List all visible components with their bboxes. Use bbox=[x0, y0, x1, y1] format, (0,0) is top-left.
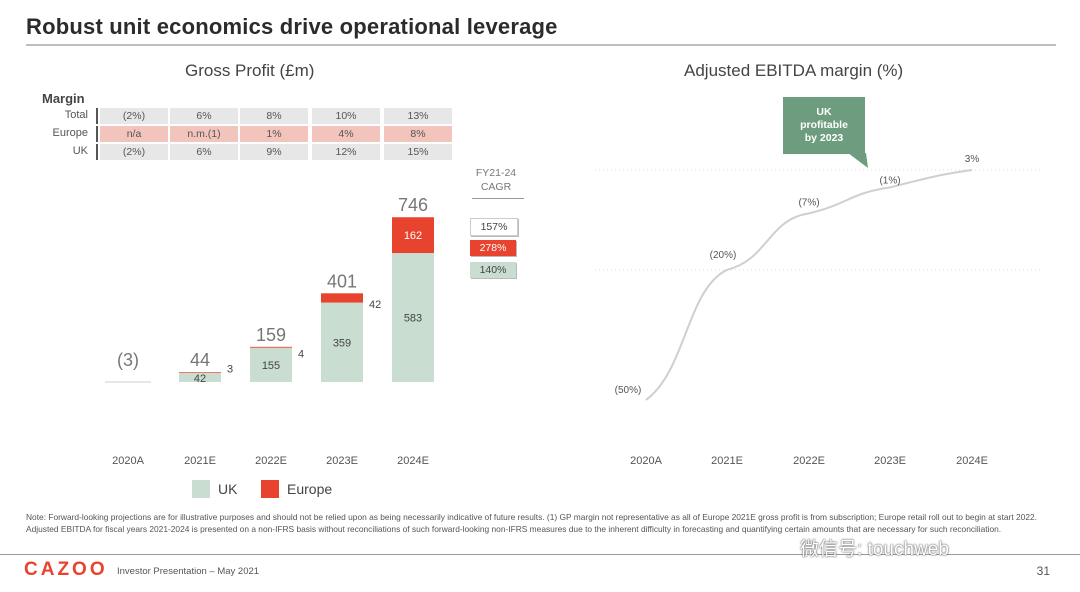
bar-uk-value: 155 bbox=[262, 360, 280, 372]
margin-cell-europe: n/a bbox=[100, 126, 168, 142]
ebitda-x-tick: 2022E bbox=[793, 455, 825, 467]
margin-cell-uk: 12% bbox=[312, 144, 380, 160]
margin-row-marker bbox=[96, 126, 98, 142]
bar-uk-2021E bbox=[179, 372, 221, 382]
margin-cell-total: 10% bbox=[312, 108, 380, 124]
callout-line2: profitable bbox=[800, 119, 848, 131]
ebitda-point-label: (7%) bbox=[798, 197, 819, 208]
margin-row-marker bbox=[96, 108, 98, 124]
callout-pointer bbox=[848, 153, 868, 168]
bar-europe-2022E bbox=[250, 346, 292, 348]
watermark: 微信号: touchweb bbox=[800, 539, 949, 560]
bar-europe-value: 4 bbox=[298, 348, 304, 360]
cagr-divider bbox=[472, 198, 524, 199]
uk-profitable-callout: UK profitable by 2023 bbox=[783, 97, 865, 154]
margin-cell-europe: 1% bbox=[240, 126, 308, 142]
bar-europe-value: 42 bbox=[369, 299, 381, 311]
bar-x-tick: 2022E bbox=[255, 455, 287, 467]
bar-total-label: 401 bbox=[327, 271, 357, 291]
bar-x-tick: 2024E bbox=[397, 455, 429, 467]
bar-europe-value: 162 bbox=[404, 230, 422, 242]
bar-x-tick: 2021E bbox=[184, 455, 216, 467]
legend-europe-label: Europe bbox=[287, 481, 333, 497]
ebitda-x-tick: 2023E bbox=[874, 455, 906, 467]
gross-profit-chart-title: Gross Profit (£m) bbox=[185, 61, 315, 80]
ebitda-point-label: 3% bbox=[965, 154, 980, 165]
margin-cell-total: 13% bbox=[384, 108, 452, 124]
bar-uk-value: 583 bbox=[404, 313, 422, 325]
bar-total-label: 44 bbox=[190, 350, 210, 370]
bar-europe-2023E bbox=[321, 293, 363, 303]
margin-cell-europe: n.m.(1) bbox=[170, 126, 238, 142]
ebitda-point-label: (50%) bbox=[615, 385, 642, 396]
cagr-header-line1: FY21-24 bbox=[475, 167, 517, 179]
margin-row-label-europe: Europe bbox=[52, 127, 88, 139]
footnote: Note: Forward-looking projections are fo… bbox=[26, 512, 1037, 534]
bar-total-label: (3) bbox=[117, 350, 139, 370]
cazoo-logo: CAZOO bbox=[24, 559, 108, 580]
margin-cell-europe: 4% bbox=[312, 126, 380, 142]
bar-x-tick: 2023E bbox=[326, 455, 358, 467]
footer-subtitle: Investor Presentation – May 2021 bbox=[117, 566, 260, 577]
margin-row-label-total: Total bbox=[64, 109, 88, 121]
title-divider bbox=[26, 44, 1056, 46]
margin-cell-europe: 8% bbox=[384, 126, 452, 142]
margin-cell-uk: (2%) bbox=[100, 144, 168, 160]
ebitda-line bbox=[645, 169, 973, 401]
ebitda-chart-title: Adjusted EBITDA margin (%) bbox=[684, 61, 904, 80]
bar-europe-2021E bbox=[179, 372, 221, 373]
ebitda-point-label: (1%) bbox=[879, 175, 900, 186]
ebitda-x-tick: 2024E bbox=[956, 455, 988, 467]
cagr-uk: 140% bbox=[470, 262, 516, 278]
margin-row-label-uk: UK bbox=[72, 145, 88, 157]
bar-europe-2024E bbox=[392, 217, 434, 254]
ebitda-x-tick: 2021E bbox=[711, 455, 743, 467]
bar-uk-value: 42 bbox=[194, 373, 206, 385]
page-title: Robust unit economics drive operational … bbox=[26, 14, 558, 39]
bar-uk-2022E bbox=[250, 347, 292, 382]
margin-cell-total: 8% bbox=[240, 108, 308, 124]
cagr-total: 157% bbox=[470, 218, 518, 236]
legend-uk-label: UK bbox=[218, 481, 238, 497]
margin-row-marker bbox=[96, 144, 98, 160]
legend-europe-swatch bbox=[261, 480, 279, 498]
margin-cell-total: 6% bbox=[170, 108, 238, 124]
bar-x-tick: 2020A bbox=[112, 455, 144, 467]
footer-divider bbox=[0, 554, 1080, 555]
legend-uk-swatch bbox=[192, 480, 210, 498]
ebitda-point-label: (20%) bbox=[710, 250, 737, 261]
callout-line3: by 2023 bbox=[804, 132, 844, 144]
margin-cell-uk: 6% bbox=[170, 144, 238, 160]
margin-cell-uk: 15% bbox=[384, 144, 452, 160]
margin-table-label: Margin bbox=[42, 91, 85, 106]
margin-cell-uk: 9% bbox=[240, 144, 308, 160]
cagr-header: FY21-24 CAGR bbox=[466, 166, 526, 194]
ebitda-x-tick: 2020A bbox=[630, 455, 662, 467]
margin-cell-total: (2%) bbox=[100, 108, 168, 124]
bar-uk-value: 359 bbox=[333, 337, 351, 349]
cagr-header-line2: CAGR bbox=[480, 181, 512, 193]
bar-total-label: 159 bbox=[256, 325, 286, 345]
bar-uk-2023E bbox=[321, 302, 363, 382]
bar-europe-value: 3 bbox=[227, 363, 233, 375]
callout-line1: UK bbox=[816, 106, 832, 118]
bar-uk-2024E bbox=[392, 253, 434, 382]
cagr-europe: 278% bbox=[470, 240, 516, 256]
bar-total-label: 746 bbox=[398, 195, 428, 215]
page-number: 31 bbox=[1036, 564, 1050, 578]
